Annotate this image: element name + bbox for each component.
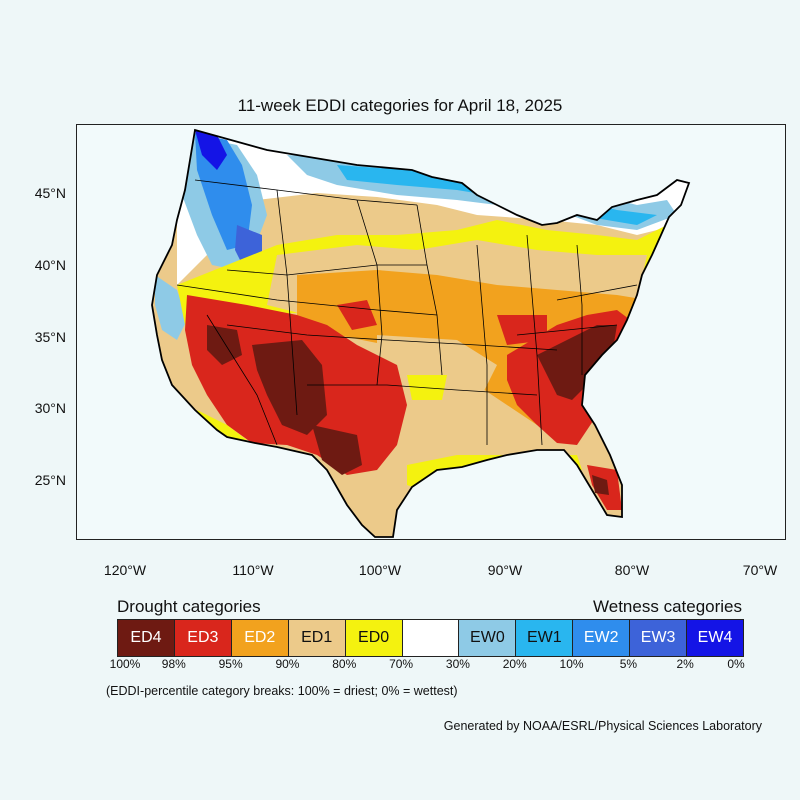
legend-cell: EW4 xyxy=(687,620,743,656)
eddi-region-ed4-nevada xyxy=(207,325,242,365)
eddi-region-ew0-pacific xyxy=(155,275,187,340)
drought-heading: Drought categories xyxy=(117,597,261,616)
credit-text: Generated by NOAA/ESRL/Physical Sciences… xyxy=(443,719,762,733)
legend-break-label: 5% xyxy=(619,657,638,671)
legend-break-label: 0% xyxy=(727,657,745,671)
legend-cell xyxy=(402,620,460,656)
legend-cell: ED1 xyxy=(288,620,346,656)
legend-cell: EW2 xyxy=(573,620,631,656)
legend-break-label: 98% xyxy=(161,657,186,671)
legend-cell: ED4 xyxy=(118,620,175,656)
legend-break-label: 2% xyxy=(676,657,694,671)
legend-cell: ED3 xyxy=(174,620,232,656)
map-title: 11-week EDDI categories for April 18, 20… xyxy=(237,96,563,115)
eddi-region-ew4-northwest xyxy=(195,130,227,170)
eddi-region-ed4-southeast xyxy=(537,325,617,400)
eddi-region-ed0-socal xyxy=(197,410,247,445)
longitude-label: 90°W xyxy=(487,562,523,578)
legend-break-label: 80% xyxy=(332,657,357,671)
legend-break-label: 30% xyxy=(445,657,470,671)
category-legend: ED4 ED3 ED2 ED1 ED0 EW0 EW1 EW2 EW3 EW4 xyxy=(117,619,744,657)
eddi-region-ed4-texas xyxy=(312,425,362,475)
eddi-map xyxy=(76,124,786,540)
legend-break-label: 90% xyxy=(275,657,300,671)
legend-cell: ED2 xyxy=(231,620,289,656)
legend-cell: EW1 xyxy=(516,620,574,656)
longitude-label: 80°W xyxy=(614,562,650,578)
longitude-label: 110°W xyxy=(232,562,274,578)
legend-cell: EW3 xyxy=(630,620,688,656)
latitude-label: 30°N xyxy=(34,400,66,416)
eddi-region-ed4-southwest xyxy=(252,340,327,435)
legend-break-label: 10% xyxy=(559,657,584,671)
eddi-region-ed4-florida xyxy=(592,475,609,495)
eddi-map-canvas xyxy=(151,128,691,538)
legend-cell: EW0 xyxy=(459,620,517,656)
legend-cell: ED0 xyxy=(345,620,403,656)
legend-break-label: 95% xyxy=(218,657,243,671)
longitude-label: 70°W xyxy=(742,562,778,578)
latitude-label: 40°N xyxy=(34,257,66,273)
longitude-label: 100°W xyxy=(358,562,402,578)
latitude-label: 35°N xyxy=(34,329,66,345)
state-boundaries xyxy=(176,179,638,446)
legend-break-label: 100% xyxy=(109,657,141,671)
category-note: (EDDI-percentile category breaks: 100% =… xyxy=(106,684,458,698)
legend-break-label: 70% xyxy=(389,657,414,671)
latitude-label: 45°N xyxy=(34,185,66,201)
wetness-heading: Wetness categories xyxy=(593,597,742,616)
latitude-label: 25°N xyxy=(34,472,66,488)
us-coastline xyxy=(151,128,691,538)
longitude-label: 120°W xyxy=(103,562,147,578)
legend-break-label: 20% xyxy=(502,657,527,671)
eddi-region-ed3-kansas xyxy=(337,300,377,330)
